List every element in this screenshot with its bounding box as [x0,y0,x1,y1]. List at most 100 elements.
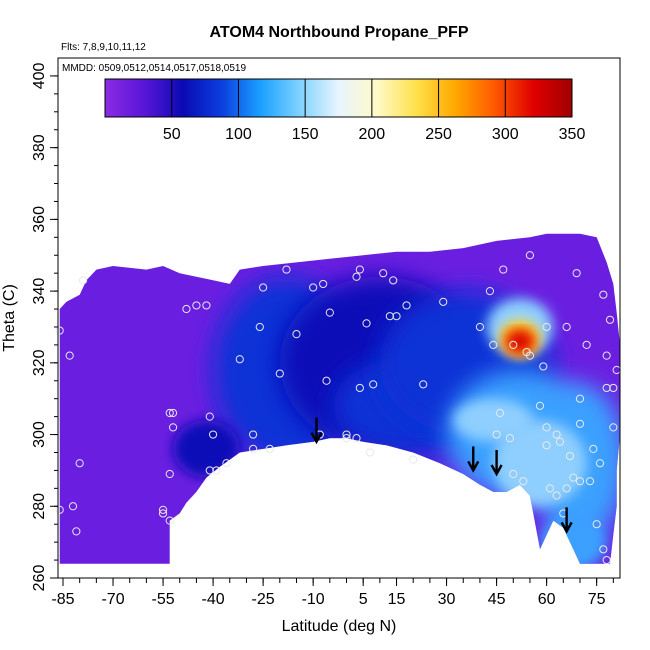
sample-point-14 [182,304,191,314]
colorbar: 50 100 150 200 250 300 350 [104,78,586,143]
sample-point-51 [419,380,428,389]
colorbar-tick-label-4: 250 [425,126,452,143]
sample-point-50 [409,455,418,464]
sample-point-12 [165,469,174,479]
sample-point-83 [575,394,585,403]
sample-point-72 [552,430,561,439]
colorbar-tick-label-2: 150 [292,126,319,143]
sample-point-1 [65,351,74,360]
sample-point-86 [589,444,598,453]
sample-point-58 [499,265,508,274]
sample-point-24 [259,283,268,292]
colorbar-tick-label-5: 300 [492,126,519,143]
y-tick-label-6: 380 [31,134,48,161]
sample-point-29 [282,265,291,274]
sample-point-11 [168,423,178,432]
sample-point-77 [562,484,571,493]
sample-point-70 [542,322,551,332]
x-tick-label-5: -10 [302,591,325,608]
sample-point-18 [208,430,218,439]
arrow-3 [560,507,573,534]
x-tick-label-9: 45 [488,591,506,608]
sample-point-82 [575,477,585,486]
y-tick-label-3: 320 [31,349,48,376]
sample-point-88 [595,459,605,468]
sample-point-32 [319,279,328,289]
sample-point-42 [362,319,371,328]
sample-point-13 [165,516,174,525]
chart-title: ATOM4 Northbound Propane_PFP [210,24,469,41]
y-tick-label-1: 280 [31,493,48,520]
arrow-1 [467,446,480,473]
colorbar-ticks: 50 100 150 200 250 300 350 [163,79,586,143]
sample-point-60 [509,340,518,349]
y-tick-label-2: 300 [31,421,48,448]
sample-point-6 [55,505,64,514]
shaded-field [59,233,620,564]
sample-point-8 [158,509,168,518]
sample-point-85 [585,477,595,486]
sample-point-61 [509,469,518,479]
sample-point-78 [565,451,575,461]
sample-point-35 [325,308,334,317]
x-tick-label-7: 15 [388,591,406,608]
sample-point-49 [402,301,411,310]
arrows [310,417,573,534]
sample-point-4 [68,502,78,511]
sample-point-26 [249,444,258,453]
sample-point-37 [342,434,351,443]
sample-point-68 [542,423,551,432]
field-shade-8 [453,398,534,442]
sample-points [55,251,621,565]
y-tick-label-0: 260 [31,565,48,592]
x-tick-label-1: -70 [101,591,124,608]
sample-point-27 [265,444,274,453]
colorbar-bar [104,78,573,118]
field-shade-12 [506,330,534,353]
sample-point-67 [539,362,548,371]
arrow-0 [310,417,323,445]
sample-point-30 [292,330,301,339]
y-axis: 260 280 300 320 340 360 380 400 [31,62,58,591]
sample-point-45 [379,269,388,278]
sample-point-89 [599,290,608,299]
sample-point-59 [505,434,515,443]
sample-point-96 [599,545,608,554]
sample-point-71 [545,484,555,493]
sample-point-47 [385,312,394,321]
sample-point-10 [168,408,178,418]
sample-point-52 [439,297,448,306]
sample-point-92 [605,315,615,324]
sample-point-16 [202,301,211,310]
sample-point-74 [555,437,565,446]
sample-point-46 [389,276,398,285]
sample-point-34 [322,376,331,385]
sample-point-53 [475,322,485,332]
sample-point-41 [355,383,364,393]
sample-point-54 [485,287,495,296]
x-tick-label-6: 5 [359,591,368,608]
x-tick-label-4: -25 [252,591,275,608]
sample-point-7 [158,505,168,514]
sample-point-48 [392,312,401,321]
x-axis: -85 -70 -55 -40 -25 -10 5 15 30 45 60 75 [51,578,614,608]
sample-point-9 [165,408,174,418]
sample-point-73 [552,491,561,500]
plot-frame [57,57,621,579]
sample-point-38 [352,272,361,281]
y-tick-label-5: 360 [31,206,48,233]
sample-point-91 [602,351,611,360]
x-axis-label: Latitude (deg N) [282,618,397,635]
sample-point-87 [592,520,601,529]
y-tick-label-7: 400 [31,62,48,89]
sample-point-25 [249,430,258,439]
arrow-2 [490,450,503,477]
colorbar-tick-label-6: 350 [559,126,586,143]
sample-point-23 [255,322,264,332]
sample-point-62 [519,477,528,486]
sample-point-39 [355,265,364,274]
sample-point-31 [309,283,318,292]
sample-point-97 [602,555,611,565]
y-tick-label-4: 340 [31,278,48,305]
